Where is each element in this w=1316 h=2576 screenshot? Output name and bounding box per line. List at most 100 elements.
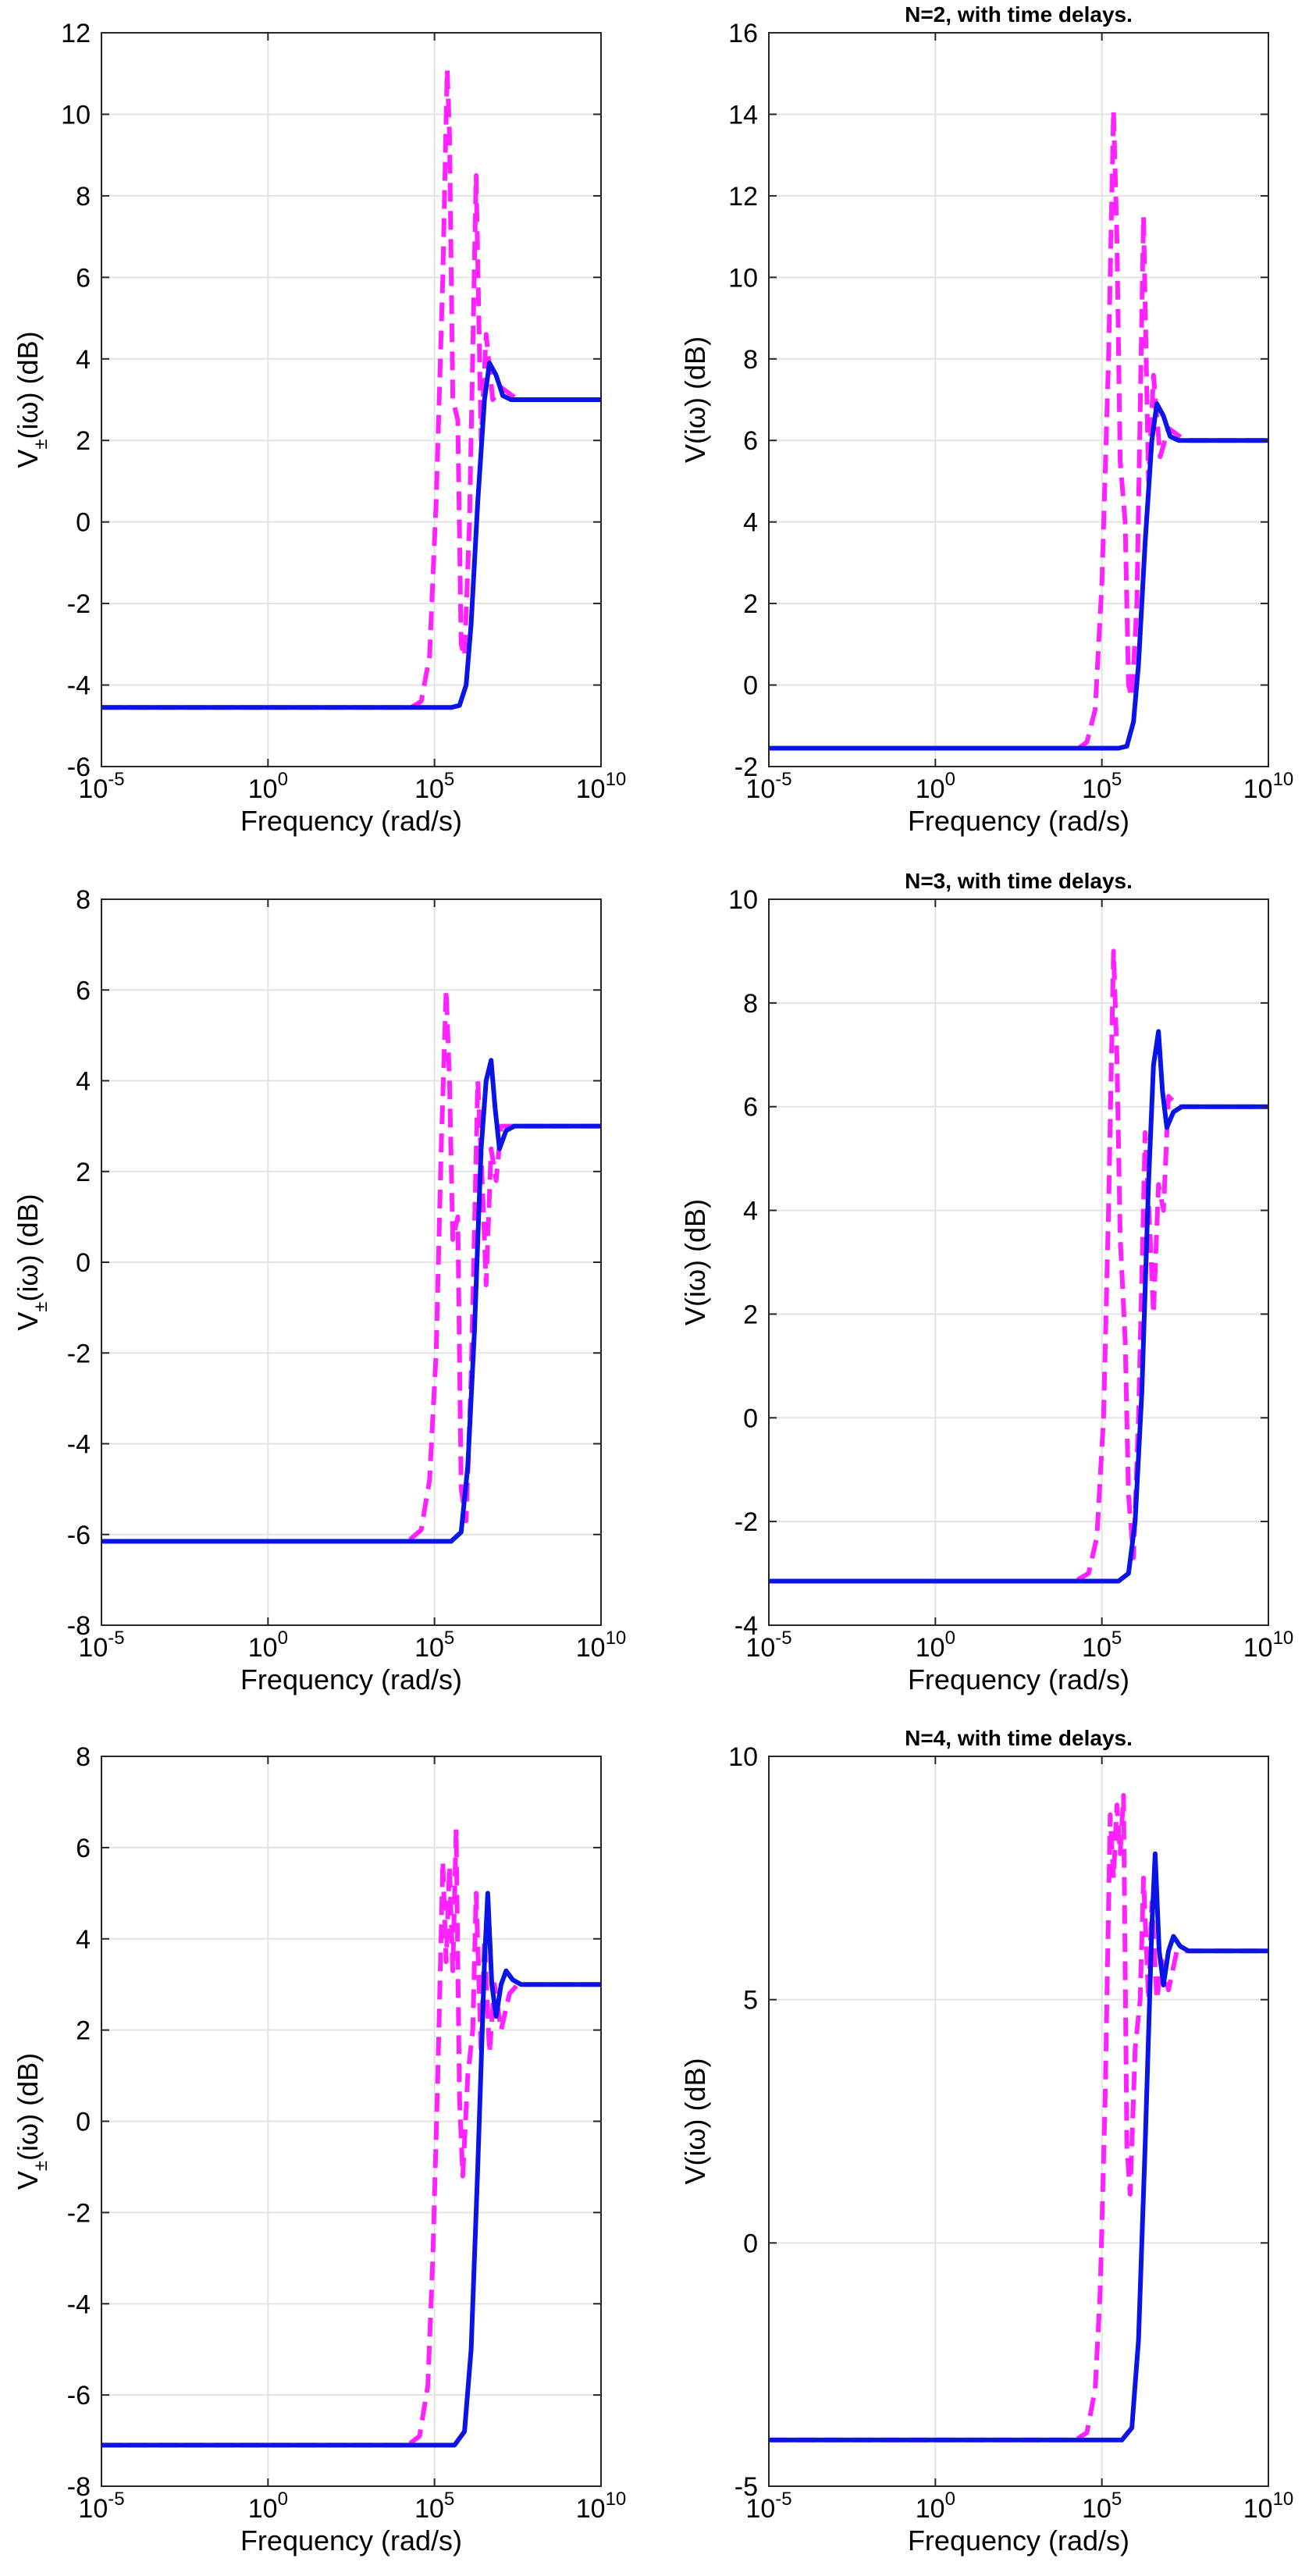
x-tick-base: 10	[1243, 774, 1273, 804]
x-tick-base: 10	[78, 1633, 108, 1663]
subplot-title: N=4, with time delays.	[905, 1726, 1133, 1750]
x-tick-base: 10	[1082, 2494, 1111, 2524]
y-tick-label: -4	[734, 1611, 758, 1641]
y-axis-label-main: V	[12, 1312, 44, 1331]
x-tick-base: 10	[576, 2494, 606, 2524]
y-tick-label: 0	[76, 508, 91, 538]
y-tick-label: 6	[76, 1834, 91, 1863]
x-tick-label: 1010	[576, 2489, 627, 2524]
y-axis-label-rest: (iω) (dB)	[12, 1194, 44, 1301]
x-tick-label: 105	[414, 2489, 454, 2524]
x-tick-exponent: 5	[1111, 1628, 1122, 1649]
y-tick-label: 4	[743, 1197, 758, 1226]
dashed-series-line	[101, 67, 601, 710]
x-tick-exponent: 0	[278, 769, 288, 790]
x-tick-base: 10	[1243, 2494, 1273, 2524]
dashed-series-line	[769, 108, 1268, 751]
y-axis-label-rest: (iω) (dB)	[12, 2053, 44, 2161]
y-axis-label: V±(iω) (dB)	[12, 331, 52, 468]
dashed-series-line	[769, 948, 1268, 1584]
x-tick-exponent: 0	[945, 1628, 955, 1649]
x-tick-label: 10-5	[745, 1628, 791, 1663]
y-axis-label: V±(iω) (dB)	[12, 2053, 52, 2190]
x-tick-label: 100	[248, 769, 288, 804]
y-tick-label: 0	[743, 2229, 758, 2258]
y-tick-label: 14	[728, 100, 758, 130]
x-tick-label: 105	[1082, 769, 1122, 804]
x-tick-label: 1010	[1243, 769, 1294, 804]
y-axis-label-main: V(iω) (dB)	[679, 1199, 711, 1325]
y-tick-label: 6	[76, 263, 91, 293]
y-tick-label: -6	[67, 753, 91, 782]
x-tick-base: 10	[745, 1633, 775, 1663]
solid-series-line	[101, 1891, 601, 2448]
x-tick-exponent: 5	[1111, 2489, 1122, 2510]
x-tick-label: 105	[414, 1628, 454, 1663]
y-tick-label: -6	[67, 2381, 91, 2411]
x-tick-label: 100	[916, 2489, 955, 2524]
x-tick-exponent: 10	[606, 1628, 627, 1649]
x-tick-label: 10-5	[78, 2489, 124, 2524]
x-tick-label: 105	[1082, 1628, 1122, 1663]
y-tick-label: 10	[728, 1742, 758, 1772]
x-tick-label: 105	[414, 769, 454, 804]
y-tick-label: 4	[76, 1925, 91, 1955]
subplot-title: N=2, with time delays.	[905, 2, 1133, 27]
axes-frame	[768, 898, 1269, 1626]
x-tick-exponent: -5	[775, 769, 791, 790]
x-tick-base: 10	[248, 1633, 278, 1663]
x-tick-exponent: 0	[278, 2489, 288, 2510]
y-axis-label-subscript: ±	[30, 1301, 52, 1311]
x-axis-label: Frequency (rad/s)	[908, 1663, 1129, 1695]
y-tick-label: 8	[76, 885, 91, 915]
x-tick-base: 10	[248, 774, 278, 804]
x-tick-label: 100	[916, 769, 955, 804]
y-tick-label: -8	[67, 2472, 91, 2502]
x-tick-label: 10-5	[78, 769, 124, 804]
y-axis-label: V±(iω) (dB)	[12, 1194, 52, 1330]
axes-frame	[768, 32, 1269, 767]
axes-frame	[768, 1756, 1269, 2487]
y-axis-label-subscript: ±	[30, 2161, 52, 2171]
x-tick-exponent: 5	[1111, 769, 1122, 790]
axes-frame	[101, 32, 602, 767]
x-tick-base: 10	[1082, 774, 1111, 804]
y-tick-label: -2	[734, 753, 758, 782]
solid-series-line	[769, 1851, 1268, 2443]
y-tick-label: 10	[728, 263, 758, 293]
y-tick-label: 4	[743, 508, 758, 538]
x-tick-exponent: 0	[945, 769, 955, 790]
x-tick-exponent: 0	[278, 1628, 288, 1649]
x-tick-label: 100	[916, 1628, 955, 1663]
x-tick-exponent: -5	[775, 2489, 791, 2510]
x-tick-exponent: 5	[444, 2489, 454, 2510]
x-tick-label: 105	[1082, 2489, 1122, 2524]
x-tick-label: 1010	[576, 1628, 627, 1663]
y-tick-label: -4	[67, 2290, 91, 2319]
y-tick-label: -2	[67, 1339, 91, 1368]
x-tick-base: 10	[576, 774, 606, 804]
y-tick-label: 8	[743, 345, 758, 375]
solid-series-line	[101, 1058, 601, 1544]
y-tick-label: 12	[728, 182, 758, 212]
y-tick-label: 0	[743, 1404, 758, 1433]
x-tick-exponent: 5	[444, 1628, 454, 1649]
y-tick-label: -4	[67, 1430, 91, 1460]
x-tick-label: 10-5	[745, 2489, 791, 2524]
subplot-title: N=3, with time delays.	[905, 869, 1133, 893]
y-axis-label-main: V(iω) (dB)	[679, 336, 711, 463]
y-axis-label-subscript: ±	[30, 439, 52, 449]
y-tick-label: -4	[67, 671, 91, 701]
x-tick-label: 10-5	[745, 769, 791, 804]
x-tick-label: 100	[248, 1628, 288, 1663]
x-tick-base: 10	[1243, 1633, 1273, 1663]
x-tick-exponent: -5	[108, 2489, 124, 2510]
x-tick-base: 10	[414, 1633, 444, 1663]
x-tick-label: 100	[248, 2489, 288, 2524]
x-axis-label: Frequency (rad/s)	[240, 1663, 462, 1695]
x-tick-base: 10	[78, 774, 108, 804]
